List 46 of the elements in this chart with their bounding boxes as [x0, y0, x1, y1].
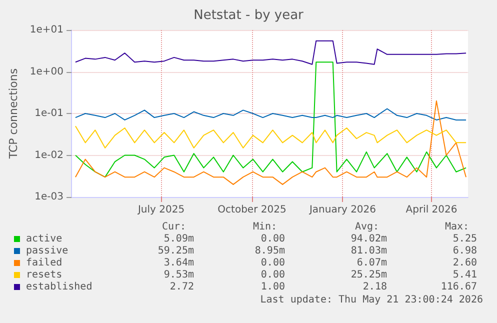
text: 5.09m — [164, 234, 194, 244]
x-tick-label: April 2026 — [406, 204, 458, 216]
text: 5.41 — [452, 270, 477, 280]
text: Cur: — [162, 222, 186, 232]
text: 6.98 — [452, 246, 477, 256]
chart-title: Netstat - by year — [194, 8, 304, 23]
text: 2.18 — [362, 282, 387, 292]
text: 6.07m — [356, 258, 387, 268]
x-tick-label: January 2026 — [308, 204, 376, 216]
text: 0.00 — [260, 258, 285, 268]
y-tick-label: 1e+01 — [30, 24, 64, 36]
text: Avg: — [355, 222, 380, 232]
line-series — [74, 108, 467, 120]
line-series — [74, 62, 467, 178]
text: 1.00 — [260, 282, 285, 292]
y-tick-label: 1e-02 — [34, 150, 64, 161]
y-tick-label: 1e+00 — [30, 66, 64, 78]
legend-label: resets — [26, 270, 62, 280]
x-tick-label: October 2025 — [218, 204, 286, 216]
y-tick-label: 1e-03 — [34, 192, 64, 202]
text: 3.64m — [164, 258, 194, 268]
text: 0.00 — [260, 234, 285, 244]
line-series — [74, 126, 467, 148]
legend-label: active — [26, 234, 62, 244]
text: 25.25m — [350, 270, 387, 280]
y-tick-label: 1e-01 — [34, 108, 64, 119]
x-tick-label: July 2025 — [136, 204, 185, 216]
legend-label: passive — [26, 246, 68, 256]
text: 94.02m — [350, 234, 387, 244]
y-axis-title: TCP connections — [7, 68, 20, 160]
text: 116.67 — [440, 282, 477, 292]
text: Min: — [253, 222, 278, 232]
text: 0.00 — [260, 270, 285, 280]
text: 9.53m — [164, 270, 194, 280]
legend-label: failed — [26, 258, 62, 268]
line-series — [74, 100, 467, 185]
text: 59.25m — [158, 246, 194, 256]
text: 2.72 — [170, 282, 194, 292]
text: 2.60 — [452, 258, 477, 268]
text: 81.03m — [350, 246, 387, 256]
text: 8.95m — [254, 246, 285, 256]
text: Last update: Thu May 21 23:00:24 2026 — [260, 294, 483, 306]
text: 5.25 — [452, 234, 477, 244]
line-series — [74, 40, 467, 65]
legend-label: established — [26, 282, 92, 292]
text: Max: — [445, 222, 470, 232]
